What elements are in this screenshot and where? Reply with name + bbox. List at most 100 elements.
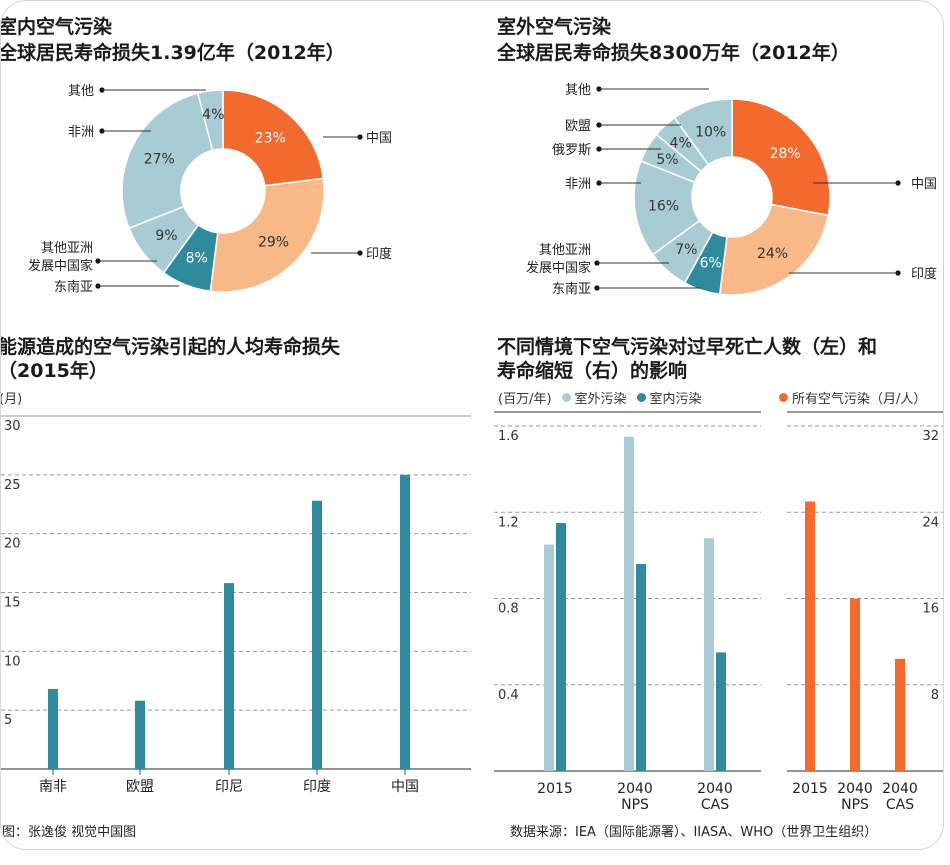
percap-ytick-2: 15 (4, 596, 21, 611)
per-capita-unit: (月) (0, 392, 23, 407)
legend-label-outdoor: 室外污染 (574, 392, 627, 407)
indoor-donut-callout-label-0: 中国 (366, 131, 392, 146)
deaths-bar-0-0 (544, 544, 554, 771)
percap-bar-1 (135, 700, 145, 769)
indoor-donut-callout-label-5: 其他 (68, 84, 94, 99)
percap-ytick-3: 20 (4, 537, 21, 552)
deaths-bar-1-1 (636, 564, 646, 771)
indoor-donut-slice-value-1: 29% (258, 235, 289, 251)
indoor-title-line2: 全球居民寿命损失1.39亿年（2012年） (0, 42, 345, 64)
outdoor-donut-callout-label-5: 俄罗斯 (552, 143, 591, 158)
deaths-bar-1-2 (716, 652, 726, 771)
outdoor-donut-slice-1 (718, 203, 830, 296)
outdoor-donut-slice-value-5: 5% (656, 152, 678, 168)
outdoor-donut-slice-value-4: 16% (648, 199, 679, 215)
indoor-donut-slice-5 (196, 89, 224, 152)
indoor-donut-slice-value-0: 23% (255, 130, 286, 146)
outdoor-donut-callout-label-0: 中国 (911, 177, 937, 192)
lifeloss-bar-1 (850, 598, 860, 771)
outdoor-donut-slice-value-3: 7% (675, 242, 697, 258)
per-capita-title-line2: （2015年） (0, 360, 108, 382)
indoor-donut-callout-label-2: 东南亚 (54, 279, 93, 295)
indoor-donut-slice-value-5: 4% (202, 107, 224, 123)
lifeloss-bar-0 (805, 501, 815, 771)
indoor-title-line1: 室内空气污染 (0, 16, 113, 38)
indoor-donut-slice-0 (222, 89, 325, 187)
deaths-category-2-0: 2040 (697, 781, 733, 797)
outdoor-donut-callout-label-2: 东南亚 (552, 281, 591, 297)
deaths-ytick-1: 0.8 (498, 602, 519, 617)
indoor-donut-callout-label-1: 印度 (366, 246, 392, 262)
credit-text: 制图：张逸俊 视觉中国图 (0, 825, 137, 840)
deaths-category-1-1: NPS (621, 797, 649, 813)
outdoor-title-line2: 全球居民寿命损失8300万年（2012年） (497, 42, 850, 64)
per-capita-title-line1: 能源造成的空气污染引起的人均寿命损失 (0, 336, 341, 358)
deaths-category-1-0: 2040 (617, 781, 653, 797)
indoor-donut-slice-4 (121, 92, 214, 230)
legend-label-all: 所有空气污染（月/人） (792, 392, 927, 407)
scenario-legend-right: 所有空气污染（月/人） (779, 388, 926, 407)
legend-swatch-indoor (636, 393, 646, 402)
charts-canvas: 23%29%8%9%27%4%中国印度东南亚其他亚洲发展中国家非洲其他28%24… (1, 83, 943, 813)
indoor-donut-slice-value-4: 27% (144, 152, 175, 168)
outdoor-donut-slice-7 (673, 98, 733, 166)
infographic: 室内空气污染 全球居民寿命损失1.39亿年（2012年） 室外空气污染 全球居民… (0, 0, 944, 850)
outdoor-donut-slice-value-7: 10% (695, 124, 726, 140)
deaths-ytick-0: 0.4 (498, 688, 519, 703)
lifeloss-ytick-2: 24 (922, 515, 939, 530)
indoor-donut-slice-1 (209, 177, 325, 293)
deaths-category-0-0: 2015 (537, 781, 573, 797)
percap-bar-0 (48, 688, 58, 769)
scenario-unit-left: (百万/年) (498, 392, 552, 407)
outdoor-donut-callout-label-1: 印度 (911, 266, 937, 282)
lifeloss-category-2-1: CAS (886, 797, 914, 813)
scenario-title-line1: 不同情境下空气污染对过早死亡人数（左）和 (497, 336, 878, 358)
percap-category-0: 南非 (39, 779, 67, 795)
outdoor-donut-slice-value-0: 28% (770, 146, 801, 162)
percap-ytick-0: 5 (4, 713, 12, 728)
deaths-ytick-3: 1.6 (498, 429, 519, 444)
percap-bar-4 (400, 474, 410, 769)
percap-category-3: 印度 (303, 779, 331, 795)
outdoor-donut-slice-value-6: 4% (670, 135, 692, 151)
deaths-ytick-2: 1.2 (498, 515, 519, 530)
deaths-bar-1-0 (556, 523, 566, 771)
indoor-donut-slice-value-3: 9% (155, 228, 177, 244)
deaths-category-2-1: CAS (701, 797, 729, 813)
outdoor-title-line1: 室外空气污染 (497, 16, 612, 38)
legend-swatch-outdoor (561, 393, 571, 402)
lifeloss-category-0-0: 2015 (792, 781, 828, 797)
lifeloss-ytick-1: 16 (922, 602, 939, 617)
source-text: 数据来源：IEA（国际能源署）、IIASA、WHO（世界卫生组织） (510, 825, 878, 840)
scenario-legend-left: (百万/年) 室外污染 室内污染 (498, 388, 702, 407)
outdoor-donut-callout-label-7: 其他 (565, 83, 591, 98)
indoor-donut-callout-label-3-a: 其他亚洲 (41, 241, 93, 256)
percap-ytick-5: 30 (4, 419, 21, 434)
scenario-title-line2: 寿命缩短（右）的影响 (497, 360, 688, 382)
indoor-donut-callout-label-3-b: 发展中国家 (28, 258, 93, 274)
legend-swatch-all (779, 393, 788, 402)
lifeloss-ytick-3: 32 (922, 429, 939, 444)
outdoor-donut-slice-0 (731, 98, 831, 217)
percap-category-1: 欧盟 (126, 779, 154, 795)
percap-ytick-4: 25 (4, 478, 21, 493)
lifeloss-category-1-0: 2040 (837, 781, 873, 797)
indoor-donut-callout-label-4: 非洲 (68, 125, 94, 140)
outdoor-donut-callout-label-3-b: 发展中国家 (526, 260, 591, 276)
percap-bar-2 (224, 583, 234, 769)
outdoor-donut-callout-label-4: 非洲 (565, 177, 591, 192)
lifeloss-category-2-0: 2040 (882, 781, 918, 797)
deaths-bar-0-2 (704, 538, 714, 771)
lifeloss-ytick-0: 8 (931, 688, 939, 703)
percap-ytick-1: 10 (4, 654, 21, 669)
outdoor-donut-callout-label-6: 欧盟 (565, 119, 591, 134)
outdoor-donut-slice-value-2: 6% (700, 256, 722, 272)
legend-label-indoor: 室内污染 (649, 392, 702, 407)
outdoor-donut-slice-value-1: 24% (757, 246, 788, 262)
percap-category-2: 印尼 (215, 779, 243, 795)
deaths-bar-0-1 (624, 436, 634, 771)
indoor-donut-slice-value-2: 8% (186, 250, 208, 266)
percap-bar-3 (312, 500, 322, 769)
percap-category-4: 中国 (391, 779, 419, 795)
lifeloss-bar-2 (895, 658, 905, 771)
